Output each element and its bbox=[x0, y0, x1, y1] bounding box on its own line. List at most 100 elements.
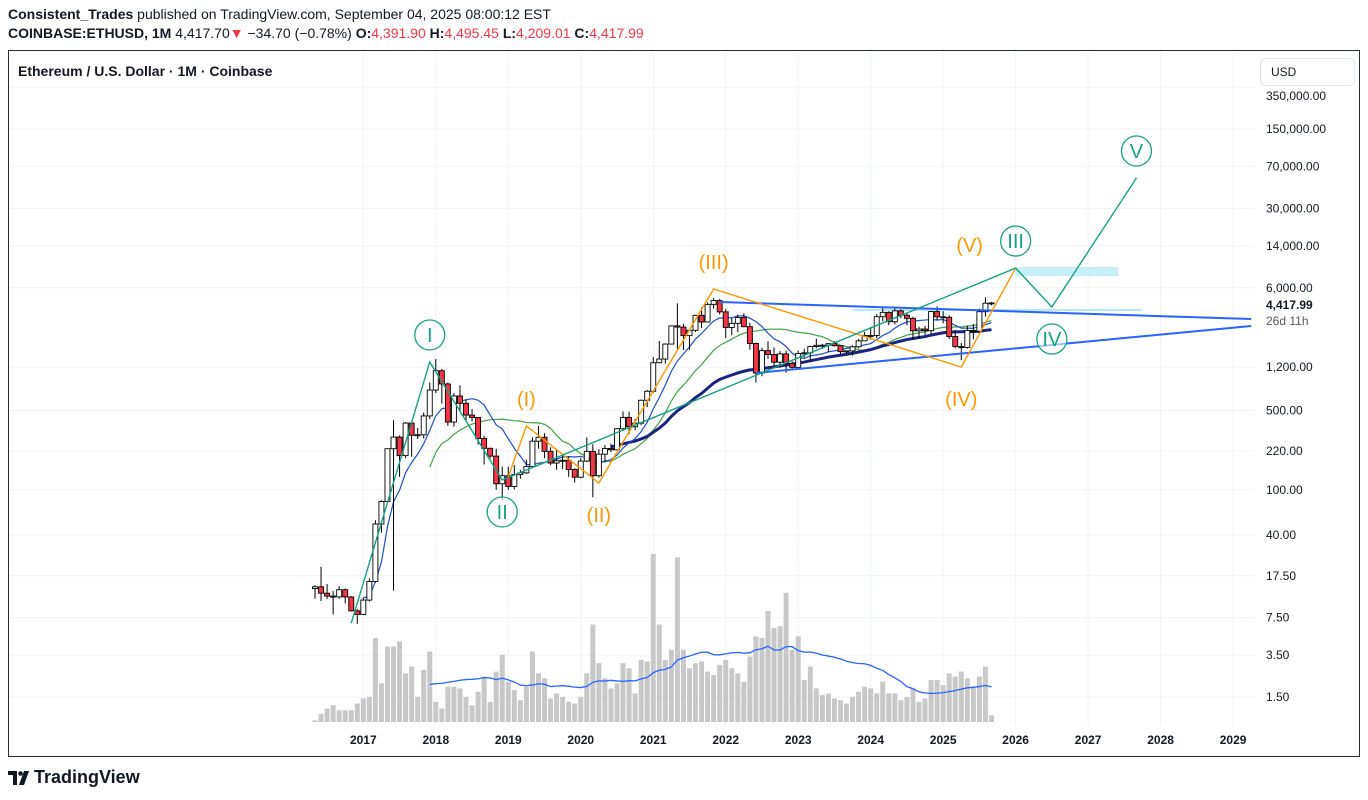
candle-down bbox=[354, 610, 361, 615]
candle-up bbox=[583, 450, 590, 462]
ma-green-line bbox=[429, 319, 992, 468]
volume-bar bbox=[505, 681, 511, 722]
candle-up bbox=[795, 353, 802, 368]
volume-bar bbox=[801, 680, 807, 722]
volume-bar bbox=[632, 693, 638, 722]
triangle-down-icon: ▼ bbox=[229, 25, 244, 41]
volume-bar bbox=[850, 696, 856, 722]
volume-bar bbox=[421, 669, 427, 722]
candle-up bbox=[801, 352, 808, 355]
volume-bar bbox=[451, 686, 457, 722]
volume-bar bbox=[976, 676, 982, 722]
tradingview-logo-icon bbox=[8, 770, 29, 785]
candle-down bbox=[752, 343, 759, 374]
volume-bar bbox=[880, 681, 886, 722]
price-change: −34.70 (−0.78%) bbox=[247, 25, 352, 41]
x-tick-label: 2023 bbox=[785, 733, 812, 747]
wave-label-orange: (V) bbox=[956, 235, 983, 257]
y-tick-label: 17.50 bbox=[1266, 569, 1296, 583]
wave-label-teal: V bbox=[1130, 141, 1144, 163]
candle-up bbox=[384, 448, 391, 502]
candle-down bbox=[740, 317, 747, 328]
candle-down bbox=[680, 326, 687, 337]
volume-bar bbox=[958, 671, 964, 722]
volume-bar bbox=[463, 696, 469, 722]
candle-up bbox=[964, 329, 971, 348]
candle-up bbox=[595, 453, 602, 477]
volume-bar bbox=[765, 611, 771, 722]
candle-down bbox=[608, 448, 614, 451]
volume-bar bbox=[318, 713, 324, 722]
volume-bar bbox=[795, 636, 801, 722]
volume-bar bbox=[862, 686, 868, 722]
volume-bar bbox=[741, 681, 747, 722]
y-tick-label: 150,000.00 bbox=[1266, 122, 1326, 136]
volume-bar bbox=[324, 708, 330, 722]
candle-down bbox=[475, 417, 482, 439]
volume-bar bbox=[590, 624, 596, 722]
volume-bar bbox=[360, 698, 366, 722]
volume-bar bbox=[988, 715, 994, 722]
x-tick-label: 2029 bbox=[1220, 733, 1247, 747]
volume-bar bbox=[523, 686, 529, 722]
volume-bar bbox=[554, 693, 560, 722]
volume-bar bbox=[898, 700, 904, 722]
wave-label-orange: (I) bbox=[517, 389, 536, 411]
x-tick-label: 2022 bbox=[712, 733, 739, 747]
volume-bar bbox=[656, 624, 662, 722]
candle-up bbox=[988, 302, 995, 305]
volume-bar bbox=[626, 668, 632, 722]
volume-bar bbox=[517, 700, 523, 722]
candle-down bbox=[831, 343, 838, 347]
candle-up bbox=[928, 311, 935, 332]
candle-up bbox=[450, 395, 457, 423]
volume-bar bbox=[602, 678, 608, 722]
y-tick-label: 7.50 bbox=[1266, 611, 1290, 625]
wave-label-circle bbox=[1120, 135, 1153, 167]
candle-up bbox=[861, 335, 868, 342]
volume-bar bbox=[686, 668, 692, 722]
chart-title: Ethereum / U.S. Dollar · 1M · Coinbase bbox=[18, 63, 273, 79]
volume-bar bbox=[312, 720, 318, 722]
wave-label-teal: IV bbox=[1042, 329, 1062, 351]
candle-up bbox=[976, 311, 983, 332]
volume-bar bbox=[916, 701, 922, 722]
candle-down bbox=[547, 450, 554, 464]
volume-bar bbox=[348, 710, 354, 722]
candle-down bbox=[674, 325, 681, 328]
volume-bar bbox=[747, 656, 753, 722]
candle-up bbox=[390, 436, 397, 450]
candle-down bbox=[903, 314, 910, 319]
candle-down bbox=[348, 596, 355, 612]
candle-up bbox=[710, 300, 717, 305]
candle-down bbox=[481, 438, 488, 449]
wave-label-orange: (III) bbox=[699, 252, 729, 274]
y-tick-label: 350,000.00 bbox=[1266, 89, 1326, 103]
candle-down bbox=[487, 447, 494, 457]
candle-down bbox=[324, 592, 331, 597]
candle-up bbox=[819, 344, 826, 347]
currency-button[interactable]: USD bbox=[1260, 58, 1355, 86]
candle-up bbox=[553, 460, 560, 464]
volume-bar bbox=[952, 676, 958, 722]
volume-bar bbox=[940, 685, 946, 722]
candle-up bbox=[668, 325, 675, 345]
candle-down bbox=[318, 586, 324, 594]
volume-bar bbox=[693, 663, 699, 722]
x-tick-label: 2028 bbox=[1147, 733, 1174, 747]
candle-up bbox=[867, 335, 874, 337]
candle-up bbox=[855, 340, 862, 348]
wave-label-orange: (IV) bbox=[945, 389, 977, 411]
volume-bar bbox=[868, 688, 874, 722]
candle-up bbox=[662, 343, 669, 360]
volume-bar bbox=[620, 663, 626, 722]
volume-bar bbox=[378, 683, 384, 722]
volume-bar bbox=[813, 688, 819, 722]
volume-bar bbox=[560, 696, 566, 722]
candle-up bbox=[529, 440, 536, 468]
volume-bar bbox=[372, 638, 378, 722]
candle-up bbox=[759, 350, 765, 374]
author-name[interactable]: Consistent_Trades bbox=[8, 6, 134, 22]
volume-bar bbox=[614, 683, 620, 722]
